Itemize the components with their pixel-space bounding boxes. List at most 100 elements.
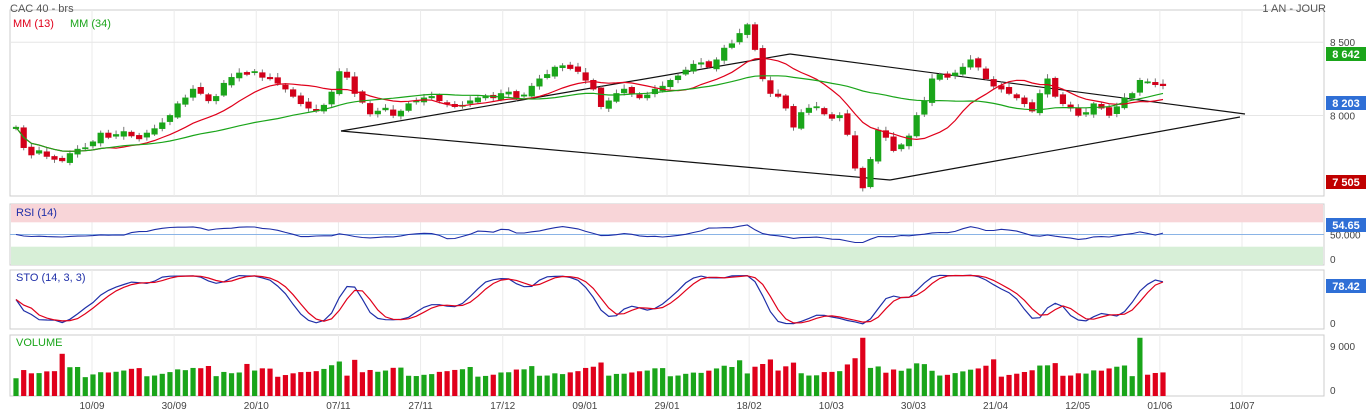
volume-bar <box>28 373 34 396</box>
candle <box>259 72 266 78</box>
volume-bar <box>359 372 366 396</box>
volume-bar <box>490 374 496 396</box>
volume-bar <box>952 373 958 396</box>
volume-bar <box>1114 366 1120 396</box>
volume-bar <box>837 371 843 396</box>
candle <box>1090 103 1097 115</box>
x-tick-label: 20/10 <box>244 401 269 412</box>
candle <box>782 95 789 109</box>
candle <box>174 103 181 118</box>
candle <box>59 157 66 162</box>
volume-bar <box>405 375 412 396</box>
sto-tick-label: 0 <box>1330 319 1336 330</box>
candle <box>613 93 620 102</box>
candle <box>967 59 974 68</box>
volume-bar <box>983 365 989 396</box>
candle <box>636 94 643 99</box>
volume-bar <box>344 375 350 396</box>
volume-bar <box>1145 374 1151 396</box>
sto-value-badge: 78.42 <box>1332 281 1360 293</box>
volume-bar <box>1083 373 1089 396</box>
candle <box>251 71 258 74</box>
volume-bar <box>559 374 566 396</box>
volume-bar <box>829 371 835 396</box>
candle <box>189 88 197 98</box>
volume-bar <box>305 371 312 396</box>
volume-bar <box>944 374 951 396</box>
volume-bar <box>329 365 335 396</box>
volume-bar <box>921 364 927 396</box>
volume-bar <box>1014 373 1020 396</box>
candle <box>136 135 143 140</box>
candle <box>166 115 174 122</box>
x-tick-label: 10/09 <box>79 401 104 412</box>
candle <box>66 153 73 163</box>
volume-bar <box>74 366 81 396</box>
volume-bar <box>198 368 204 396</box>
candle <box>436 94 443 102</box>
candle <box>628 87 635 94</box>
candle <box>859 167 866 189</box>
rsi-value-badge: 54.65 <box>1332 220 1360 232</box>
candle <box>82 147 89 150</box>
x-tick-label: 27/11 <box>408 401 433 412</box>
volume-bar <box>760 364 766 396</box>
volume-bar <box>1121 365 1128 396</box>
rsi-overbought-zone <box>11 204 1323 223</box>
candle <box>1144 81 1151 84</box>
price-last-badge-bg <box>1326 96 1366 110</box>
volume-bar <box>660 368 666 396</box>
candle <box>43 151 50 157</box>
candle <box>959 66 966 75</box>
volume-bar <box>113 371 119 396</box>
candle <box>405 103 412 111</box>
candle <box>97 132 104 144</box>
candle <box>505 91 512 95</box>
candle <box>882 130 889 138</box>
candle <box>597 87 605 107</box>
candle <box>343 71 351 78</box>
axis-labels: 10/09 30/09 20/10 07/11 27/11 17/12 09/01 29/01… <box>79 38 1361 412</box>
candle <box>775 93 782 97</box>
trend-line <box>889 116 1241 181</box>
candle <box>474 97 481 103</box>
volume-tick-label: 0 <box>1330 386 1336 397</box>
candle <box>821 108 828 115</box>
candle <box>1136 79 1144 93</box>
volume-bar <box>236 372 242 396</box>
volume-bar <box>644 370 650 396</box>
volume-bar <box>821 372 827 396</box>
volume-bar <box>59 353 65 396</box>
candle <box>220 82 227 96</box>
price-low-badge-bg <box>1326 175 1366 189</box>
volume-bar <box>867 367 874 396</box>
candle <box>928 78 936 103</box>
volume-bar <box>475 376 481 396</box>
x-tick-label: 18/02 <box>737 401 762 412</box>
volume-bar <box>398 367 404 396</box>
volume-bar <box>898 370 904 396</box>
moving-averages <box>15 57 1164 152</box>
candle <box>1098 104 1105 109</box>
candle <box>836 115 843 119</box>
candle <box>574 66 582 72</box>
candle <box>105 132 112 138</box>
volume-bar <box>429 374 435 396</box>
volume-bar <box>552 373 558 396</box>
y-tick-label: 8 500 <box>1330 38 1355 49</box>
candle <box>528 85 535 97</box>
volume-bar <box>1068 375 1074 396</box>
candle <box>1059 94 1067 105</box>
volume-bar <box>252 370 258 396</box>
candle <box>736 33 743 43</box>
volume-bar <box>144 376 150 396</box>
volume-bar <box>1006 374 1012 396</box>
sto-d-line <box>15 274 1164 324</box>
candle <box>813 106 820 109</box>
volume-bar <box>105 372 111 396</box>
x-tick-label: 01/06 <box>1147 401 1172 412</box>
volume-label: VOLUME <box>16 337 62 349</box>
volume-bar <box>44 371 50 396</box>
volume-bar <box>290 373 296 396</box>
volume-bar <box>1037 365 1043 396</box>
